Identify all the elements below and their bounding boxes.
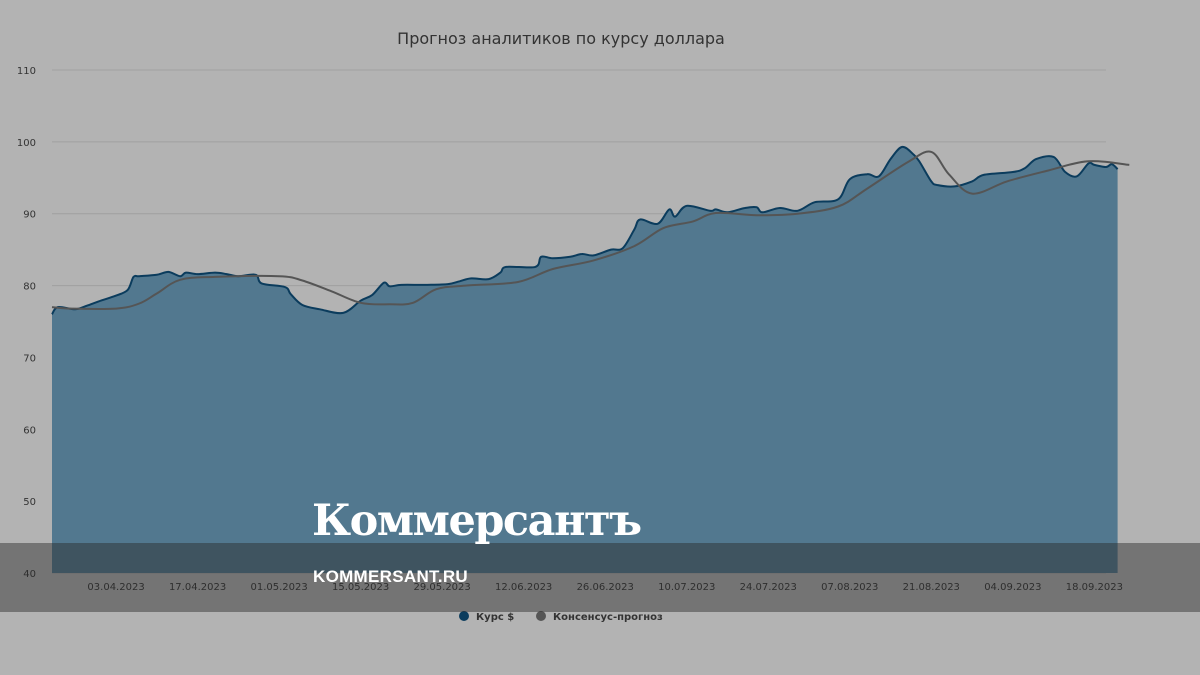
x-tick-label: 24.07.2023	[740, 582, 797, 593]
y-tick-label: 90	[23, 210, 36, 221]
legend-marker	[459, 611, 469, 621]
y-tick-label: 50	[23, 497, 36, 508]
x-tick-label: 18.09.2023	[1066, 582, 1123, 593]
series-line-kurs	[51, 145, 1119, 315]
legend-marker	[536, 611, 546, 621]
y-tick-label: 80	[23, 282, 36, 293]
x-tick-label: 03.04.2023	[87, 582, 144, 593]
y-tick-label: 60	[23, 425, 36, 436]
y-axis: 40 50 60 70 80 90 100 110	[17, 66, 36, 580]
x-tick-label: 15.05.2023	[332, 582, 389, 593]
series-line-layer	[51, 145, 1130, 315]
series-line-consensus	[51, 150, 1130, 311]
legend[interactable]: Курс $ Консенсус-прогноз	[459, 611, 663, 623]
x-axis: 03.04.2023 17.04.2023 01.05.2023 15.05.2023…	[87, 582, 1123, 593]
kommersant-url: KOMMERSANT.RU	[313, 567, 469, 586]
watermark-band	[0, 543, 1200, 612]
kommersant-logo: Коммерсантъ	[312, 496, 642, 546]
series-area-kurs	[52, 146, 1118, 574]
y-tick-label: 110	[17, 66, 36, 77]
legend-item-consensus[interactable]: Консенсус-прогноз	[536, 611, 663, 623]
chart-title: Прогноз аналитиков по курсу доллара	[397, 29, 725, 48]
legend-item-kurs[interactable]: Курс $	[459, 611, 514, 623]
x-tick-label: 01.05.2023	[250, 582, 307, 593]
x-tick-label: 10.07.2023	[658, 582, 715, 593]
x-tick-label: 26.06.2023	[577, 582, 634, 593]
x-tick-label: 07.08.2023	[821, 582, 878, 593]
x-tick-label: 17.04.2023	[169, 582, 226, 593]
legend-label: Курс $	[476, 612, 514, 623]
y-tick-label: 40	[23, 569, 36, 580]
x-tick-label: 12.06.2023	[495, 582, 552, 593]
x-tick-label: 21.08.2023	[903, 582, 960, 593]
y-tick-label: 100	[17, 138, 36, 149]
legend-label: Консенсус-прогноз	[553, 612, 663, 623]
x-tick-label: 04.09.2023	[984, 582, 1041, 593]
y-tick-label: 70	[23, 353, 36, 364]
series-area-layer	[52, 146, 1118, 574]
x-tick-label: 29.05.2023	[414, 582, 471, 593]
